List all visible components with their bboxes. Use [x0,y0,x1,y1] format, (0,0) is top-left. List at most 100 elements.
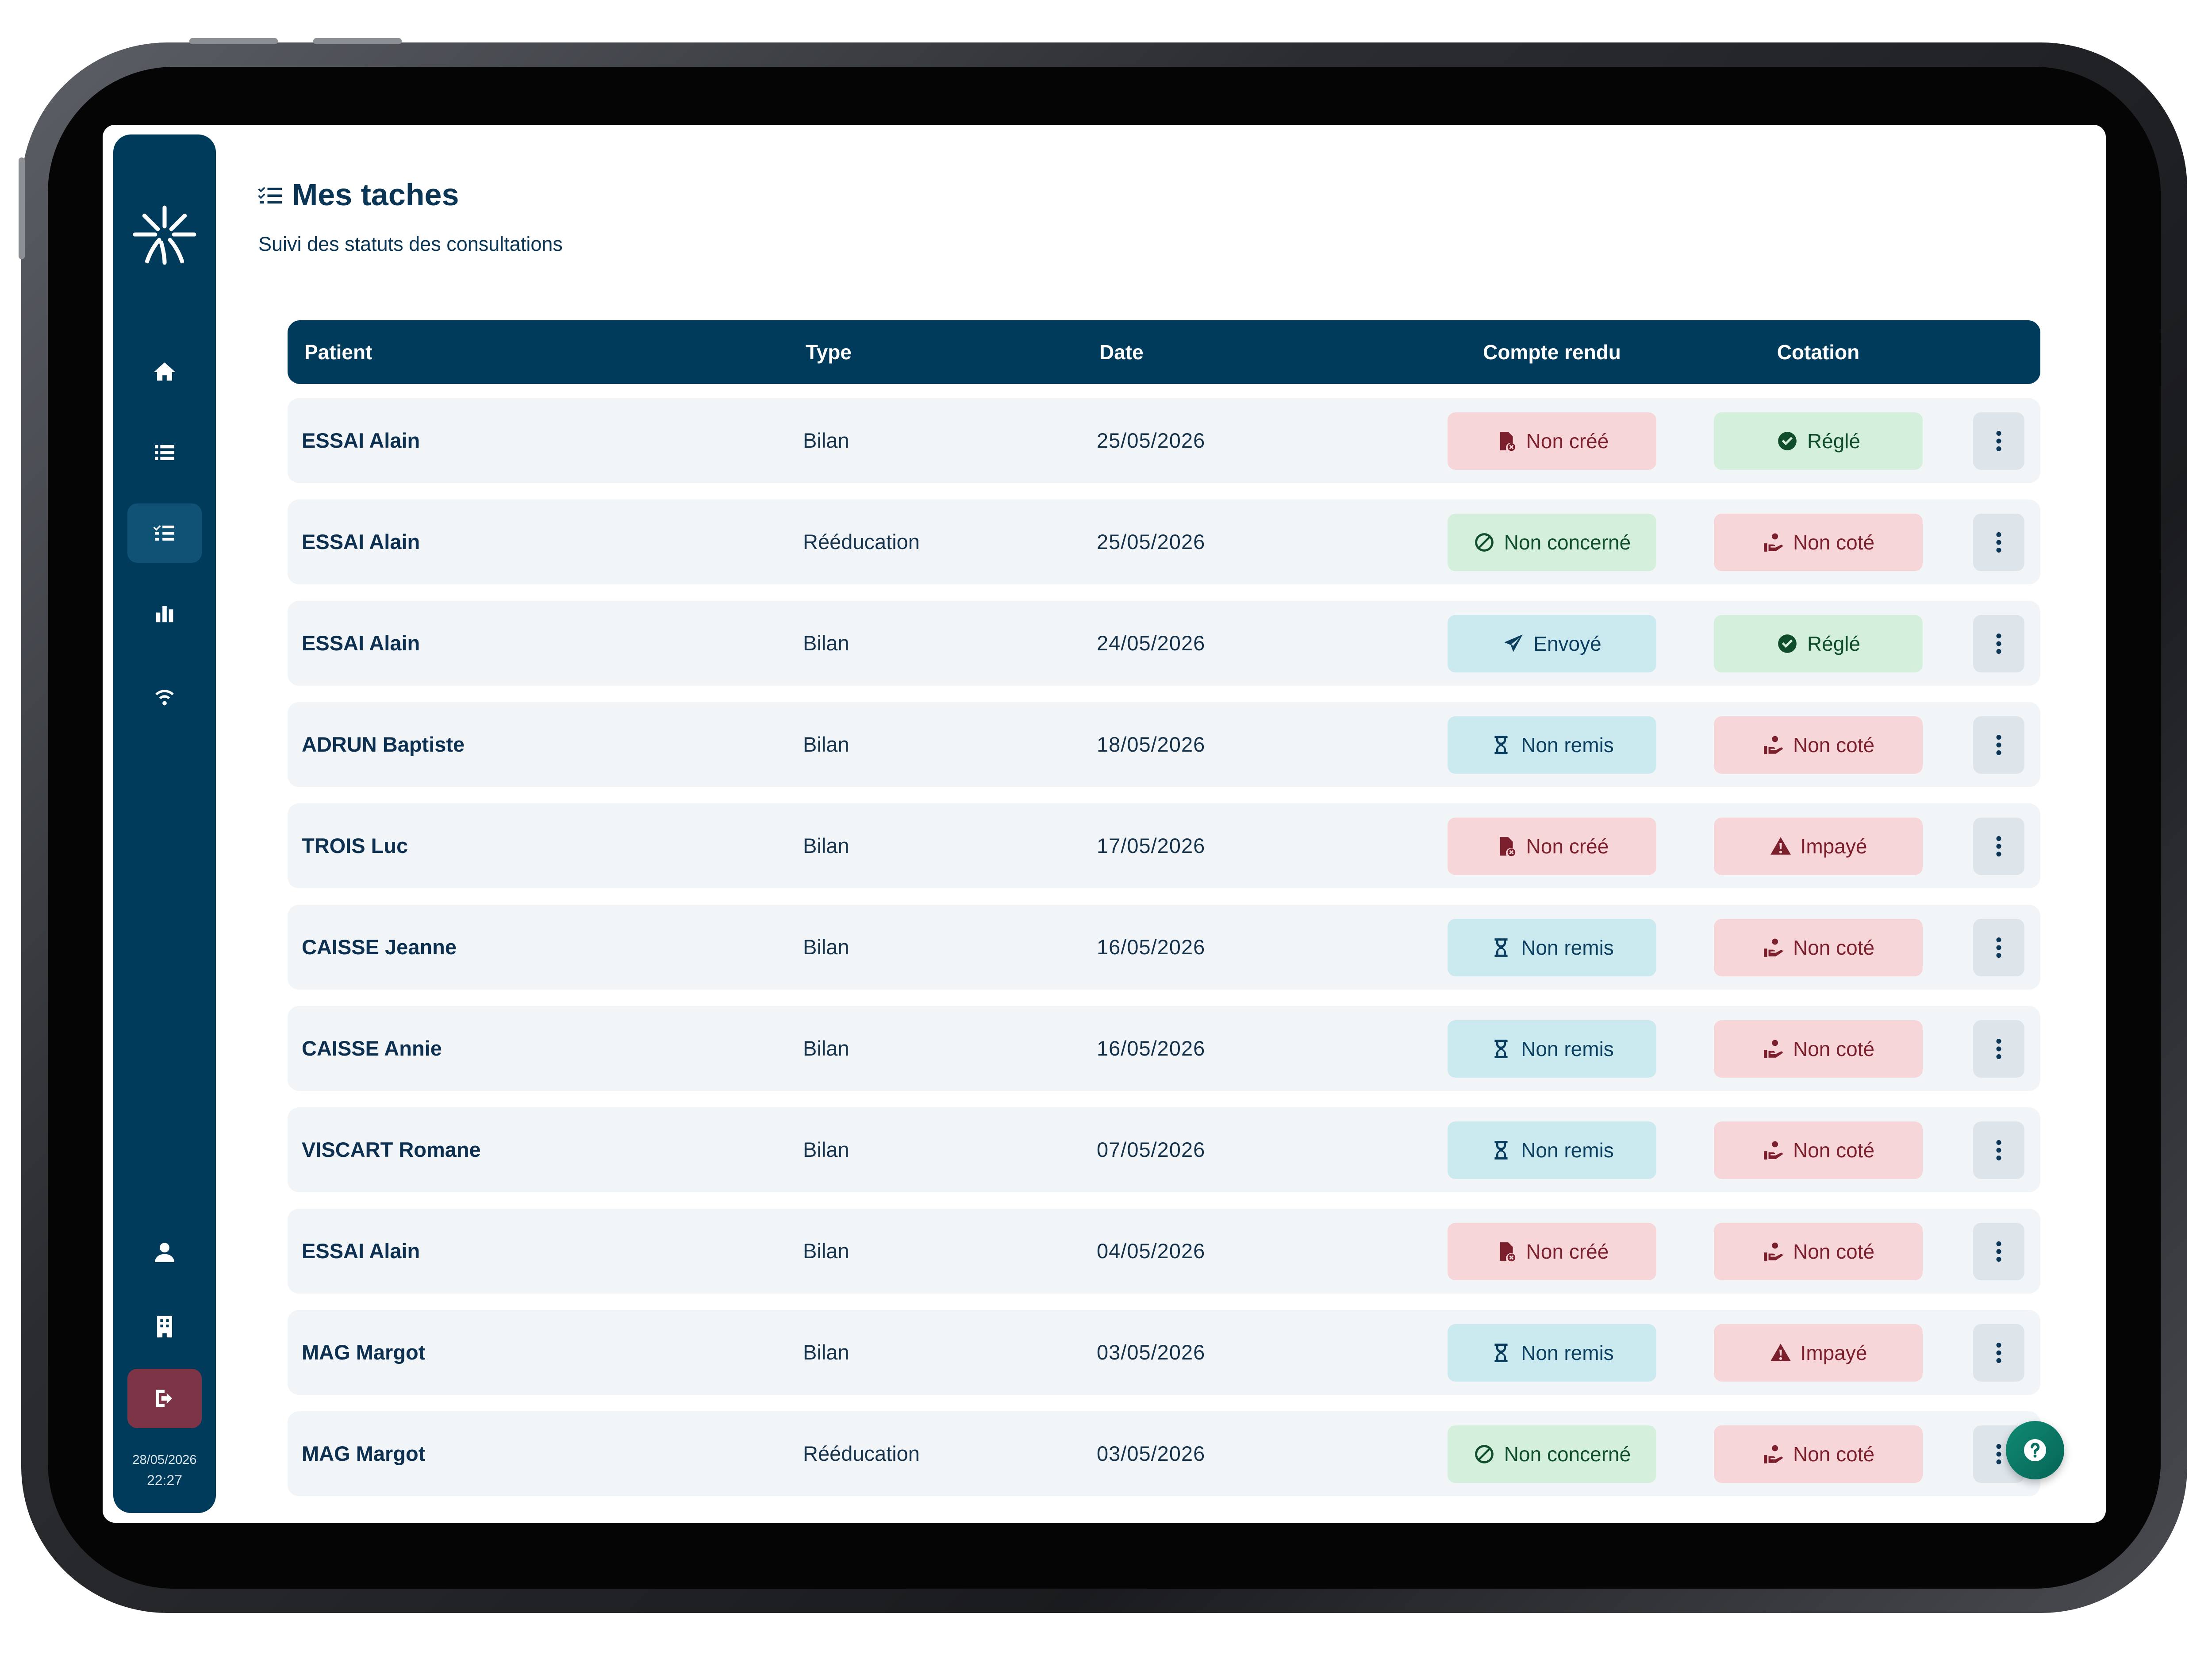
compte-rendu-status-badge[interactable]: Envoyé [1448,615,1656,672]
status-label: Non créé [1526,1240,1609,1263]
building-icon [157,1316,172,1338]
compte-rendu-status-badge[interactable]: Non remis [1448,1324,1656,1382]
row-menu-button[interactable] [1973,615,2024,672]
cotation-status-badge[interactable]: Non coté [1714,514,1923,571]
home-icon [154,362,176,381]
table-row[interactable]: VISCART Romane Bilan 07/05/2026 Non remis No… [288,1107,2040,1192]
nav-list[interactable] [127,423,202,482]
more-vertical-icon [1996,431,2001,451]
compte-rendu-status-badge[interactable]: Non créé [1448,1223,1656,1280]
row-menu-button[interactable] [1973,412,2024,470]
row-menu-button[interactable] [1973,514,2024,571]
nav-home[interactable] [127,342,202,402]
table-row[interactable]: ESSAI Alain Bilan 24/05/2026 Envoyé Réglé [288,601,2040,686]
cotation-status-badge[interactable]: Non coté [1714,716,1923,774]
cotation-status-badge[interactable]: Non coté [1714,1020,1923,1078]
row-menu-button[interactable] [1973,919,2024,976]
consultation-type: Rééducation [803,530,920,553]
row-menu-button[interactable] [1973,1121,2024,1179]
question-icon [2024,1439,2046,1461]
page-subtitle: Suivi des statuts des consultations [258,233,563,255]
consultation-date: 16/05/2026 [1097,1037,1206,1060]
hand-coin-icon [1764,938,1783,957]
cotation-status-badge[interactable]: Non coté [1714,1121,1923,1179]
cotation-status-badge[interactable]: Réglé [1714,412,1923,470]
status-label: Non remis [1521,936,1614,959]
cotation-status-badge[interactable]: Impayé [1714,1324,1923,1382]
more-vertical-icon [1996,1343,2001,1363]
more-vertical-icon [1996,836,2001,856]
compte-rendu-status-badge[interactable]: Non remis [1448,716,1656,774]
status-label: Impayé [1800,1341,1867,1364]
table-row[interactable]: ESSAI Alain Bilan 25/05/2026 Non créé Réglé [288,398,2040,483]
table-row[interactable]: CAISSE Jeanne Bilan 16/05/2026 Non remis Non… [288,905,2040,990]
table-row[interactable]: MAG Margot Rééducation 03/05/2026 Non conce… [288,1411,2040,1496]
file-x-icon [1500,837,1515,856]
row-menu-button[interactable] [1973,818,2024,875]
logout-button[interactable] [127,1369,202,1428]
status-label: Non coté [1793,936,1875,959]
nav-connection[interactable] [127,664,202,724]
table-row[interactable]: ADRUN Baptiste Bilan 18/05/2026 Non remis No… [288,702,2040,787]
consultation-date: 24/05/2026 [1097,631,1206,655]
more-vertical-icon [1996,532,2001,553]
check-circle-icon [1778,432,1797,450]
row-menu-button[interactable] [1973,1020,2024,1078]
nav-stats[interactable] [127,584,202,643]
consultation-date: 18/05/2026 [1097,733,1206,756]
consultation-type: Bilan [803,733,849,756]
logout-icon [156,1390,172,1407]
row-menu-button[interactable] [1973,716,2024,774]
compte-rendu-status-badge[interactable]: Non concerné [1448,514,1656,571]
table-row[interactable]: MAG Margot Bilan 03/05/2026 Non remis Impayé [288,1310,2040,1395]
compte-rendu-status-badge[interactable]: Non remis [1448,1121,1656,1179]
table-row[interactable]: ESSAI Alain Bilan 04/05/2026 Non créé Non co… [288,1209,2040,1294]
status-label: Non coté [1793,1139,1875,1162]
table-row[interactable]: TROIS Luc Bilan 17/05/2026 Non créé Impayé [288,803,2040,888]
table-header: Patient Type Date Compte rendu Cotation [288,320,2040,384]
compte-rendu-status-badge[interactable]: Non concerné [1448,1425,1656,1483]
consultation-date: 25/05/2026 [1097,429,1206,452]
consultation-type: Bilan [803,1239,849,1263]
status-label: Réglé [1807,632,1861,655]
patient-name: ESSAI Alain [302,1239,420,1263]
patient-name: ESSAI Alain [302,429,420,452]
hand-coin-icon [1764,1445,1783,1463]
status-label: Non concerné [1504,1443,1631,1466]
volume-button [313,38,402,44]
hand-coin-icon [1764,1242,1783,1261]
compte-rendu-status-badge[interactable]: Non créé [1448,412,1656,470]
task-list-icon [153,525,174,541]
cotation-status-badge[interactable]: Réglé [1714,615,1923,672]
patient-name: VISCART Romane [302,1138,481,1161]
cotation-status-badge[interactable]: Non coté [1714,1223,1923,1280]
patient-name: ADRUN Baptiste [302,733,465,756]
compte-rendu-status-badge[interactable]: Non remis [1448,919,1656,976]
hand-coin-icon [1764,736,1783,754]
more-vertical-icon [1996,1140,2001,1160]
patient-name: TROIS Luc [302,834,408,857]
consultation-date: 25/05/2026 [1097,530,1206,553]
patient-name: ESSAI Alain [302,530,420,553]
more-vertical-icon [1996,1444,2001,1464]
consultation-type: Bilan [803,1340,849,1364]
table-row[interactable]: ESSAI Alain Rééducation 25/05/2026 Non conc… [288,499,2040,584]
cotation-status-badge[interactable]: Non coté [1714,919,1923,976]
status-label: Non créé [1526,430,1609,453]
compte-rendu-status-badge[interactable]: Non créé [1448,818,1656,875]
nav-tasks[interactable] [127,503,202,563]
status-label: Non remis [1521,733,1614,757]
wifi-icon [155,690,174,706]
file-x-icon [1500,1242,1515,1262]
row-menu-button[interactable] [1973,1324,2024,1382]
cotation-status-badge[interactable]: Non coté [1714,1425,1923,1483]
nav-profile[interactable] [127,1223,202,1282]
cotation-status-badge[interactable]: Impayé [1714,818,1923,875]
hand-coin-icon [1764,1141,1783,1160]
table-row[interactable]: CAISSE Annie Bilan 16/05/2026 Non remis Non … [288,1006,2040,1091]
compte-rendu-status-badge[interactable]: Non remis [1448,1020,1656,1078]
row-menu-button[interactable] [1973,1223,2024,1280]
help-button[interactable] [2006,1421,2064,1479]
status-label: Non coté [1793,1443,1875,1466]
nav-office[interactable] [127,1297,202,1356]
